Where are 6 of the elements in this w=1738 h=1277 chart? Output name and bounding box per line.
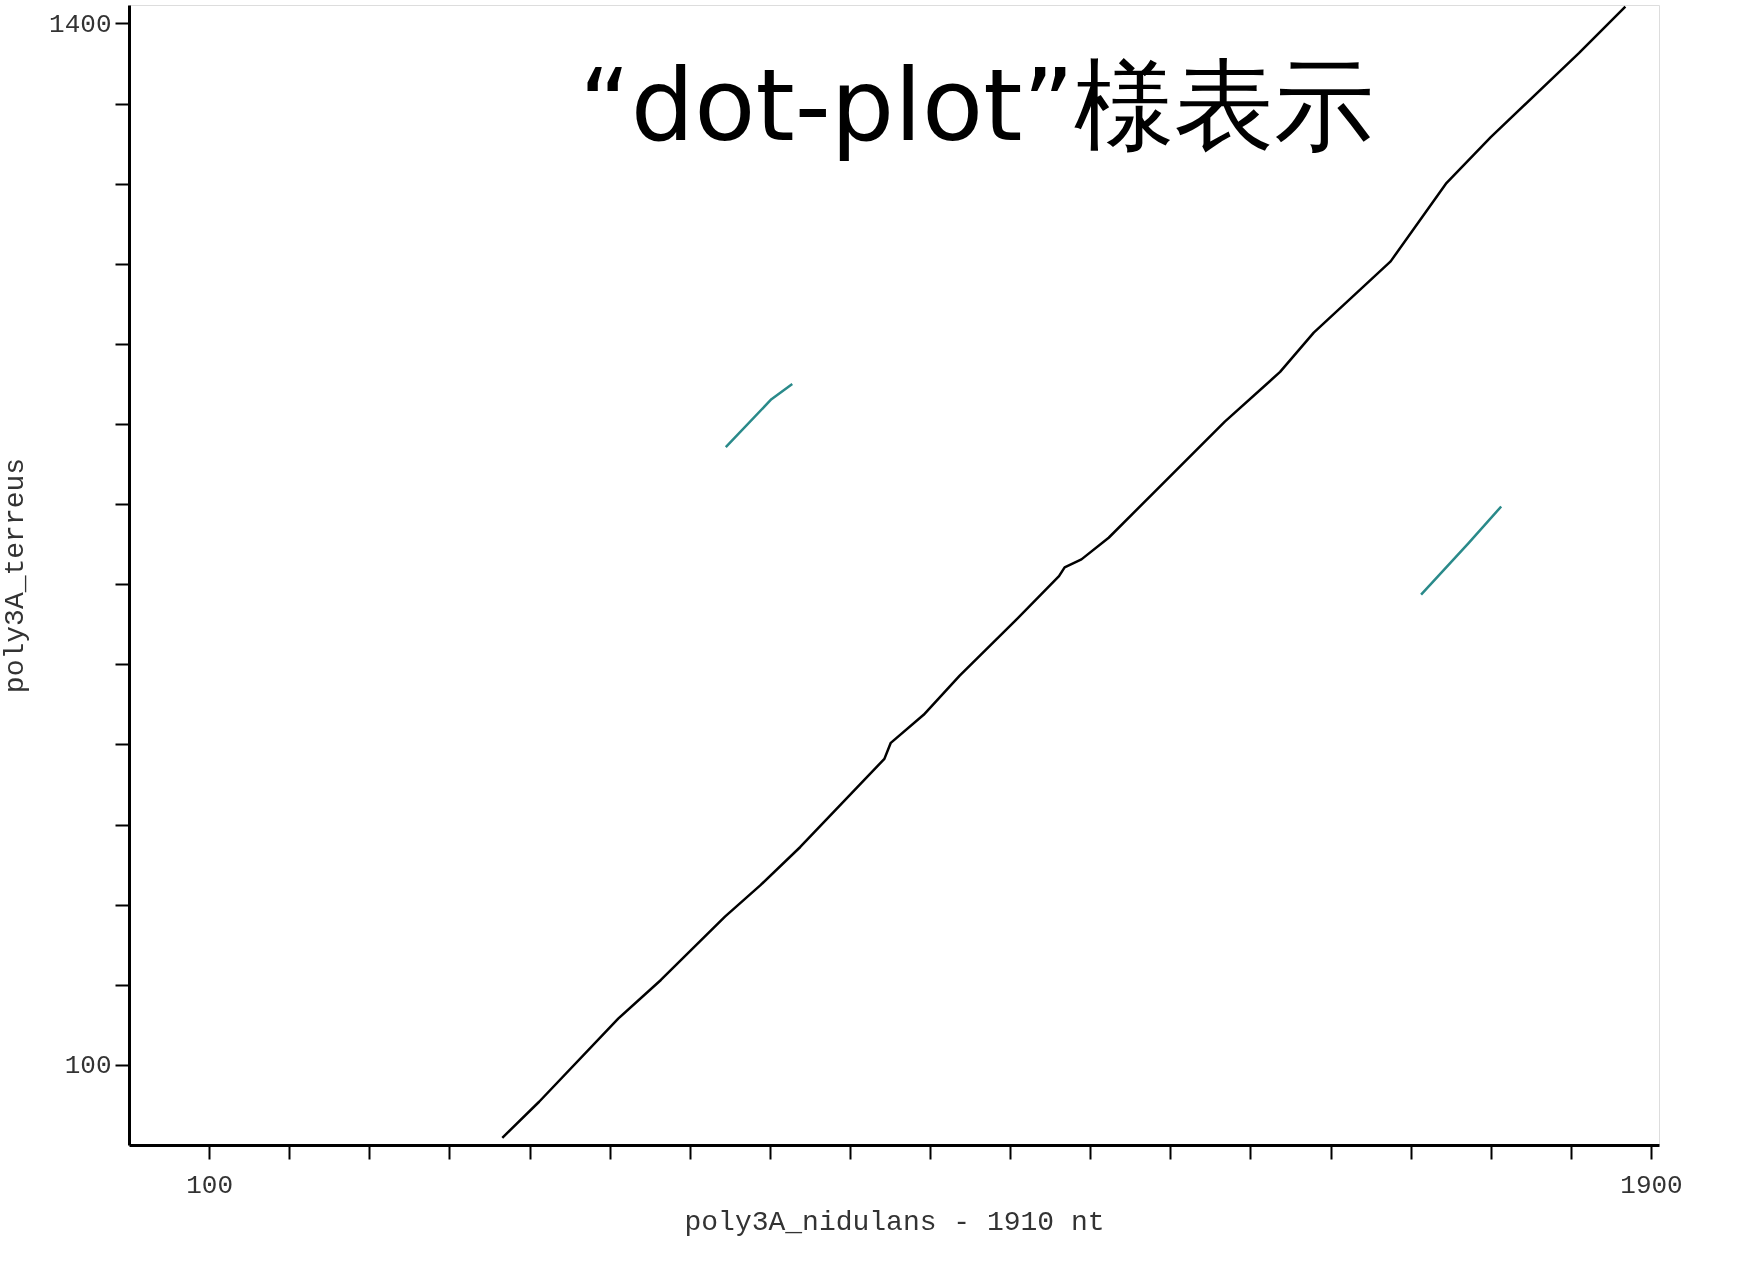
x-tick-label: 1900 — [1620, 1170, 1683, 1201]
y-axis-title: poly3A_terreus — [0, 457, 32, 694]
text: “dot-plot”様表示 — [579, 47, 1375, 164]
line-series — [501, 5, 1627, 1140]
x-axis-title: poly3A_nidulans - 1910 nt — [684, 1206, 1105, 1238]
y-tick-label: 1400 — [49, 9, 112, 40]
